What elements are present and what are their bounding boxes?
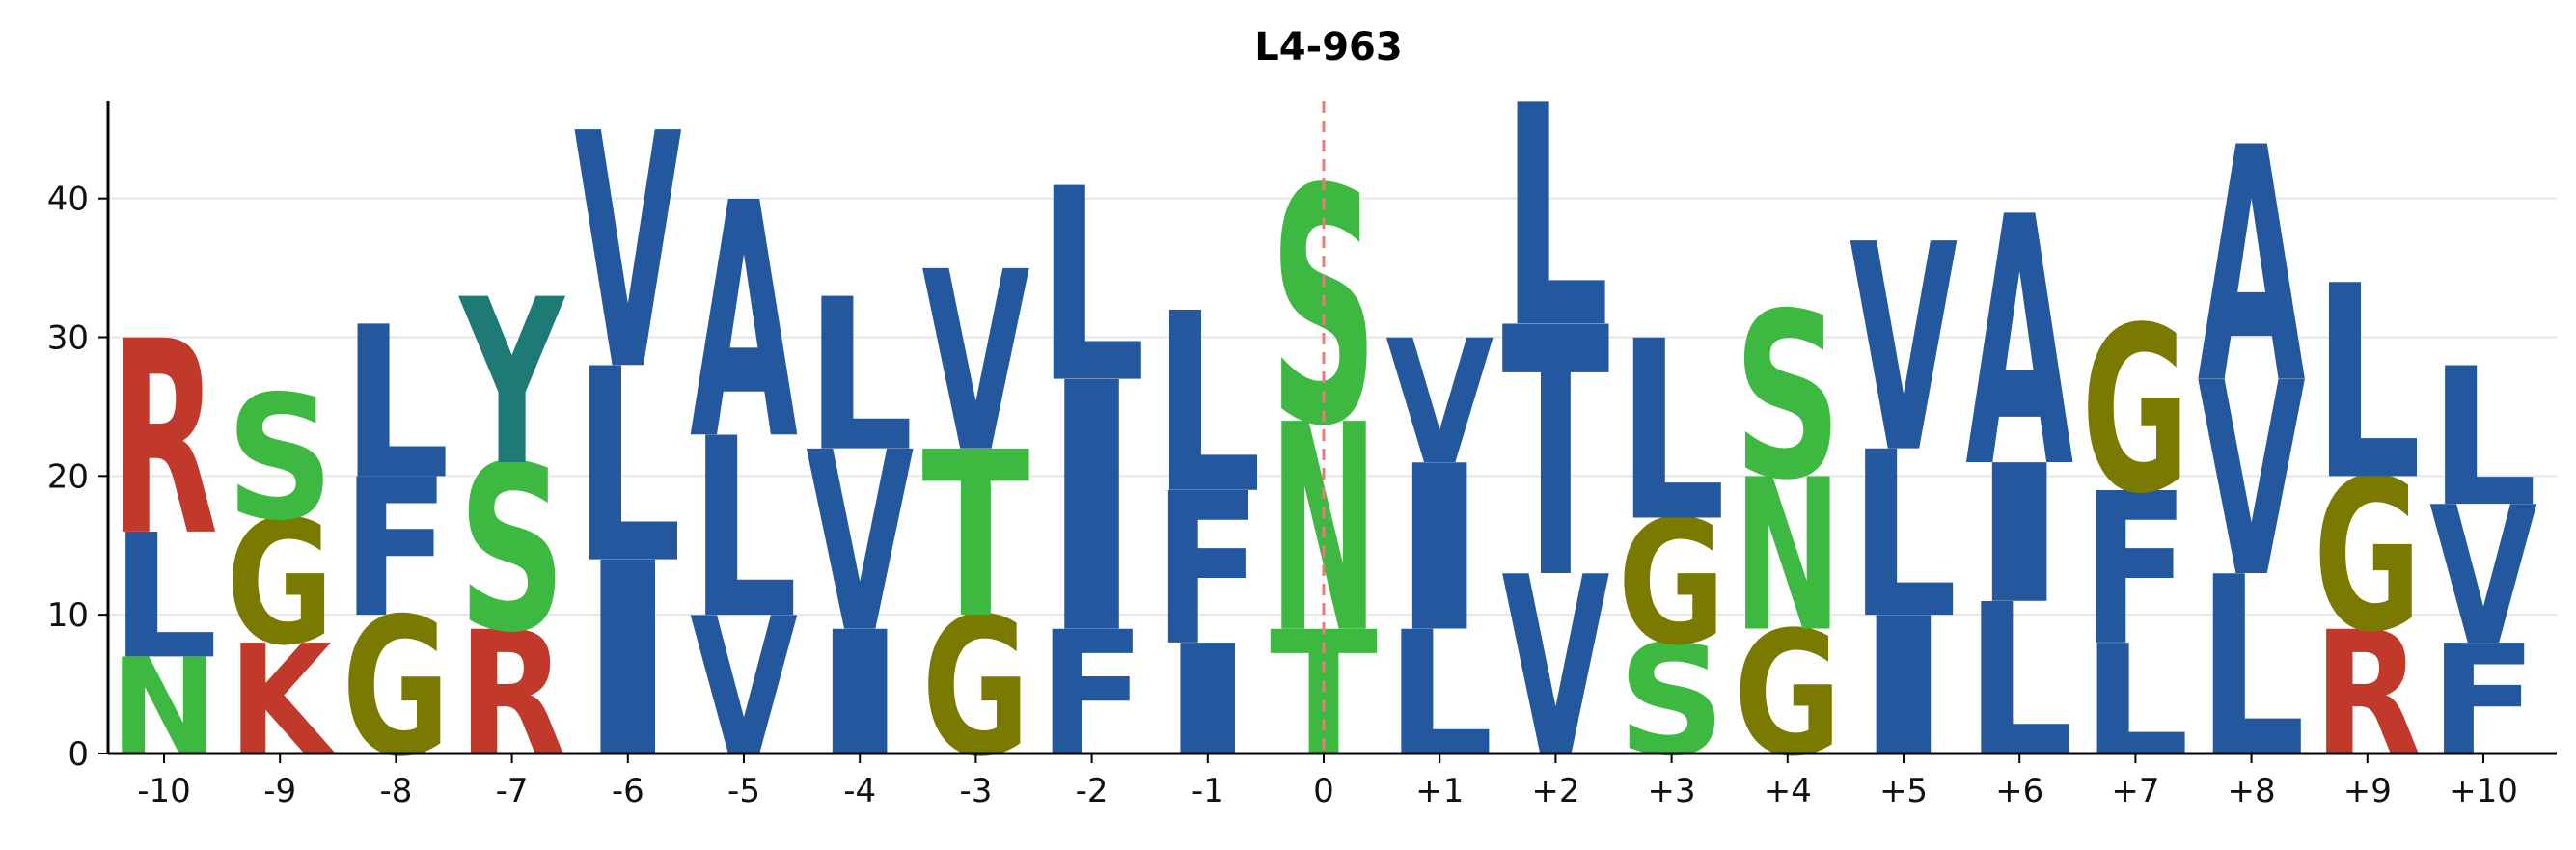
logo-column: ILV <box>574 66 683 817</box>
x-tick-label: +6 <box>1995 772 2043 810</box>
logo-letter: G <box>2081 278 2189 544</box>
logo-column: LFG <box>2081 278 2189 789</box>
logo-column: SGL <box>1618 288 1726 790</box>
logo-letter: Y <box>458 250 566 516</box>
logo-letter: F <box>1154 450 1262 693</box>
logo-column: LVA <box>2198 79 2307 811</box>
logo-letter: L <box>1038 131 1146 442</box>
logo-letter: A <box>690 135 799 510</box>
logo-letter: T <box>921 404 1029 670</box>
logo-letter: S <box>1734 265 1842 531</box>
logo-letter: F <box>342 439 450 660</box>
logo-letter: A <box>2198 79 2307 454</box>
logo-letter: L <box>1850 404 1958 670</box>
logo-letter: I <box>1965 425 2073 645</box>
x-tick-label: -8 <box>379 772 412 810</box>
logo-column: IFL <box>1154 260 1262 790</box>
chart-title: L4-963 <box>1254 25 1402 69</box>
logo-letter: I <box>1038 312 1146 710</box>
logo-letter: F <box>2081 450 2189 693</box>
logo-letter: A <box>1965 145 2074 542</box>
y-tick-label: 40 <box>47 180 89 219</box>
logo-column: KGS <box>226 360 336 789</box>
logo-column: FIL <box>1038 131 1146 794</box>
y-tick-label: 10 <box>47 596 89 635</box>
x-tick-label: -10 <box>137 772 191 810</box>
y-axis-ticks: 0 10 20 30 40 <box>47 180 108 774</box>
logo-letter: L <box>1501 42 1609 397</box>
x-tick-label: +3 <box>1648 772 1696 810</box>
logo-letter: T <box>1501 256 1610 654</box>
logo-letter: L <box>2198 524 2306 812</box>
logo-column: NLR <box>110 286 218 786</box>
logo-column: GNS <box>1734 265 1842 795</box>
x-tick-label: +8 <box>2228 772 2276 810</box>
logo-column: FVL <box>2429 329 2537 790</box>
y-tick-label: 0 <box>68 735 89 774</box>
x-tick-label: -7 <box>496 772 529 810</box>
logo-column: LIA <box>1965 145 2074 803</box>
x-tick-label: -1 <box>1192 772 1224 810</box>
logo-letter: L <box>2429 329 2537 550</box>
logo-letter: V <box>1850 183 1958 515</box>
logo-letter: G <box>2314 434 2422 678</box>
x-tick-label: +1 <box>1415 772 1464 810</box>
x-tick-label: -3 <box>959 772 992 810</box>
logo-letter: L <box>690 385 798 673</box>
logo-letter: L <box>1154 260 1262 549</box>
logo-column: GTV <box>921 220 1029 798</box>
logo-letter: L <box>2314 229 2422 539</box>
x-tick-label: -9 <box>263 772 296 810</box>
logo-column: RGL <box>2314 229 2422 795</box>
logo-letter: L <box>1618 288 1726 577</box>
logo-letter: V <box>574 66 683 441</box>
logo-letter: V <box>1501 526 1609 813</box>
logo-column: GFL <box>342 282 450 798</box>
x-tick-label: +4 <box>1764 772 1812 810</box>
x-tick-label: -5 <box>727 772 760 810</box>
logo-column: VTL <box>1501 42 1610 813</box>
logo-column: RSY <box>458 250 566 795</box>
x-tick-label: +7 <box>2111 772 2159 810</box>
logo-letter: K <box>229 612 337 789</box>
logo-letter: R <box>110 286 218 596</box>
logo-letter: V <box>2198 327 2306 637</box>
x-tick-label: -4 <box>843 772 876 810</box>
logo-letter: V <box>921 220 1029 507</box>
y-tick-label: 30 <box>47 319 89 358</box>
logo-column: ILV <box>1850 183 1958 798</box>
x-tick-label: -2 <box>1076 772 1109 810</box>
x-axis-ticks: -10 -9 -8 -7 -6 -5 -4 -3 -2 -1 0 +1 +2 +3 +4 +5 +6 +7 +8 +9… <box>137 754 2518 810</box>
logo-column: VLA <box>690 135 799 799</box>
y-tick-label: 20 <box>47 457 89 496</box>
logo-letter: S <box>458 418 566 683</box>
logo-letter: L <box>110 498 218 698</box>
logo-letter: G <box>226 484 334 683</box>
logo-letter: S <box>226 360 334 559</box>
logo-stacks: NLRKGSGFLRSYILVVLAIVLGTVFILIFLTNSLIVVTLS… <box>110 42 2537 817</box>
x-tick-label: 0 <box>1313 772 1334 810</box>
x-tick-label: +5 <box>1879 772 1928 810</box>
logo-column: LIV <box>1385 305 1494 794</box>
logo-letter: I <box>1385 417 1494 682</box>
x-tick-label: +9 <box>2343 772 2392 810</box>
grid-lines <box>108 197 2557 617</box>
logo-letter: V <box>806 400 914 688</box>
x-tick-label: +2 <box>1531 772 1579 810</box>
logo-letter: L <box>342 282 450 526</box>
x-tick-label: +10 <box>2449 772 2518 810</box>
x-tick-label: -6 <box>612 772 644 810</box>
logo-letter: N <box>1734 436 1842 678</box>
logo-column: IVL <box>806 255 914 795</box>
logo-letter: L <box>574 312 682 622</box>
logo-letter: G <box>1618 484 1726 683</box>
logo-letter: V <box>2429 467 2537 688</box>
logo-letter: I <box>574 507 682 817</box>
logo-letter: L <box>806 255 914 499</box>
logo-letter: V <box>1385 305 1494 504</box>
